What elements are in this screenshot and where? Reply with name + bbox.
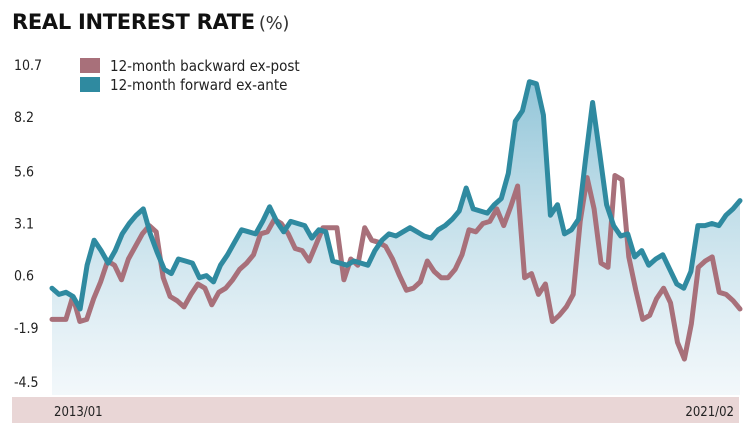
legend-label-forward-ex-ante: 12-month forward ex-ante (110, 76, 287, 94)
y-tick-label: 10.7 (14, 58, 42, 74)
y-tick-label: 3.1 (14, 217, 34, 233)
y-tick-label: 5.6 (14, 164, 34, 180)
y-tick-label: 0.6 (14, 269, 34, 285)
x-tick-label-start: 2013/01 (54, 405, 103, 420)
y-axis: 10.7 8.2 5.6 3.1 0.6 -1.9 -4.5 (14, 58, 42, 391)
series-line-backward-ex-post (49, 173, 743, 362)
x-tick-label-end: 2021/02 (685, 405, 734, 420)
y-tick-label: -4.5 (14, 375, 39, 391)
legend-label-backward-ex-post: 12-month backward ex-post (110, 57, 300, 75)
chart-title-unit: (%) (258, 13, 290, 34)
legend: 12-month backward ex-post 12-month forwa… (80, 57, 300, 94)
y-tick-label: 8.2 (14, 110, 34, 126)
series-line-forward-ex-ante (49, 79, 743, 312)
chart-title: REAL INTEREST RATE (%) (12, 10, 289, 34)
y-tick-label: -1.9 (14, 321, 39, 337)
x-axis-band (12, 397, 739, 423)
legend-swatch-backward-ex-post (80, 58, 100, 73)
legend-swatch-forward-ex-ante (80, 77, 100, 92)
chart-title-text: REAL INTEREST RATE (12, 10, 255, 34)
